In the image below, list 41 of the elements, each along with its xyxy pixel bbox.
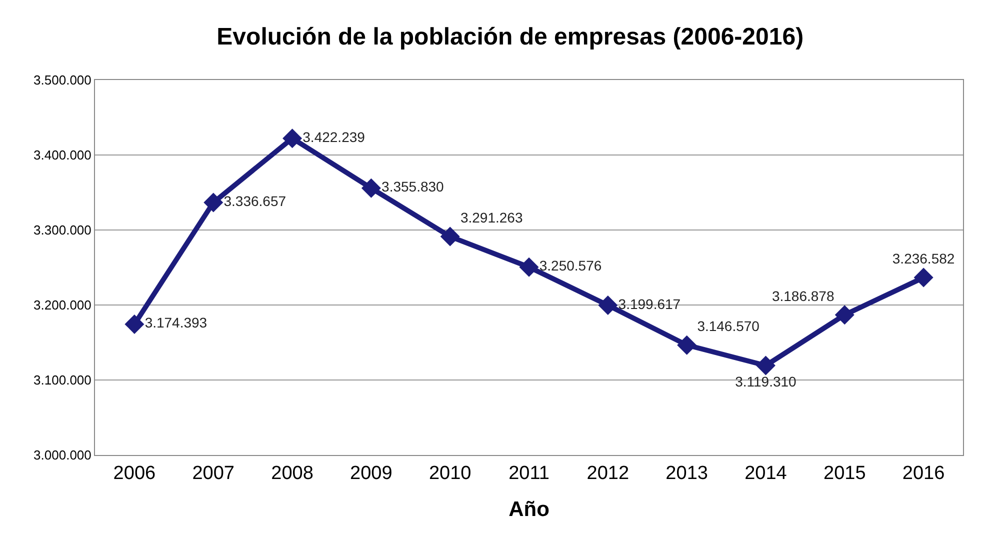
data-label: 3.250.576 xyxy=(539,258,602,274)
point xyxy=(282,128,302,148)
y-tick-label: 3.000.000 xyxy=(34,448,92,463)
point xyxy=(598,296,618,316)
point xyxy=(677,335,697,355)
x-tick-label: 2013 xyxy=(666,462,708,484)
data-label: 3.146.570 xyxy=(697,318,760,334)
y-tick-label: 3.500.000 xyxy=(34,72,92,88)
data-label: 3.236.582 xyxy=(892,250,955,267)
data-label: 3.174.393 xyxy=(144,314,208,331)
x-tick-label: 2006 xyxy=(113,462,156,484)
y-tick-label: 3.300.000 xyxy=(34,222,92,238)
point xyxy=(834,305,854,325)
chart-title: Evolución de la población de empresas (2006-2016) xyxy=(216,23,804,50)
x-tick-label: 2007 xyxy=(192,462,234,484)
point xyxy=(914,268,934,288)
x-tick-label: 2011 xyxy=(508,462,550,484)
x-tick-label: 2015 xyxy=(824,462,866,484)
x-tick-label: 2008 xyxy=(271,462,314,484)
data-label: 3.336.657 xyxy=(224,193,286,210)
point xyxy=(124,314,144,334)
point xyxy=(440,226,460,246)
data-label: 3.119.310 xyxy=(735,373,797,390)
data-label: 3.355.830 xyxy=(382,178,444,195)
point xyxy=(361,178,381,198)
data-label: 3.422.239 xyxy=(302,128,366,145)
y-tick-label: 3.200.000 xyxy=(34,298,92,313)
x-axis-title: Año xyxy=(508,498,550,521)
x-tick-label: 2014 xyxy=(744,462,788,484)
data-label: 3.199.617 xyxy=(618,296,681,312)
y-tick-label: 3.100.000 xyxy=(34,372,92,388)
point xyxy=(519,257,539,277)
x-tick-label: 2016 xyxy=(902,462,945,484)
y-tick-label: 3.400.000 xyxy=(34,148,92,163)
x-tick-label: 2012 xyxy=(586,462,630,484)
data-label: 3.291.263 xyxy=(460,210,523,226)
x-tick-label: 2010 xyxy=(428,462,472,484)
point xyxy=(756,356,776,376)
x-tick-label: 2009 xyxy=(350,462,392,484)
point xyxy=(204,192,224,212)
data-label: 3.186.878 xyxy=(772,288,834,304)
